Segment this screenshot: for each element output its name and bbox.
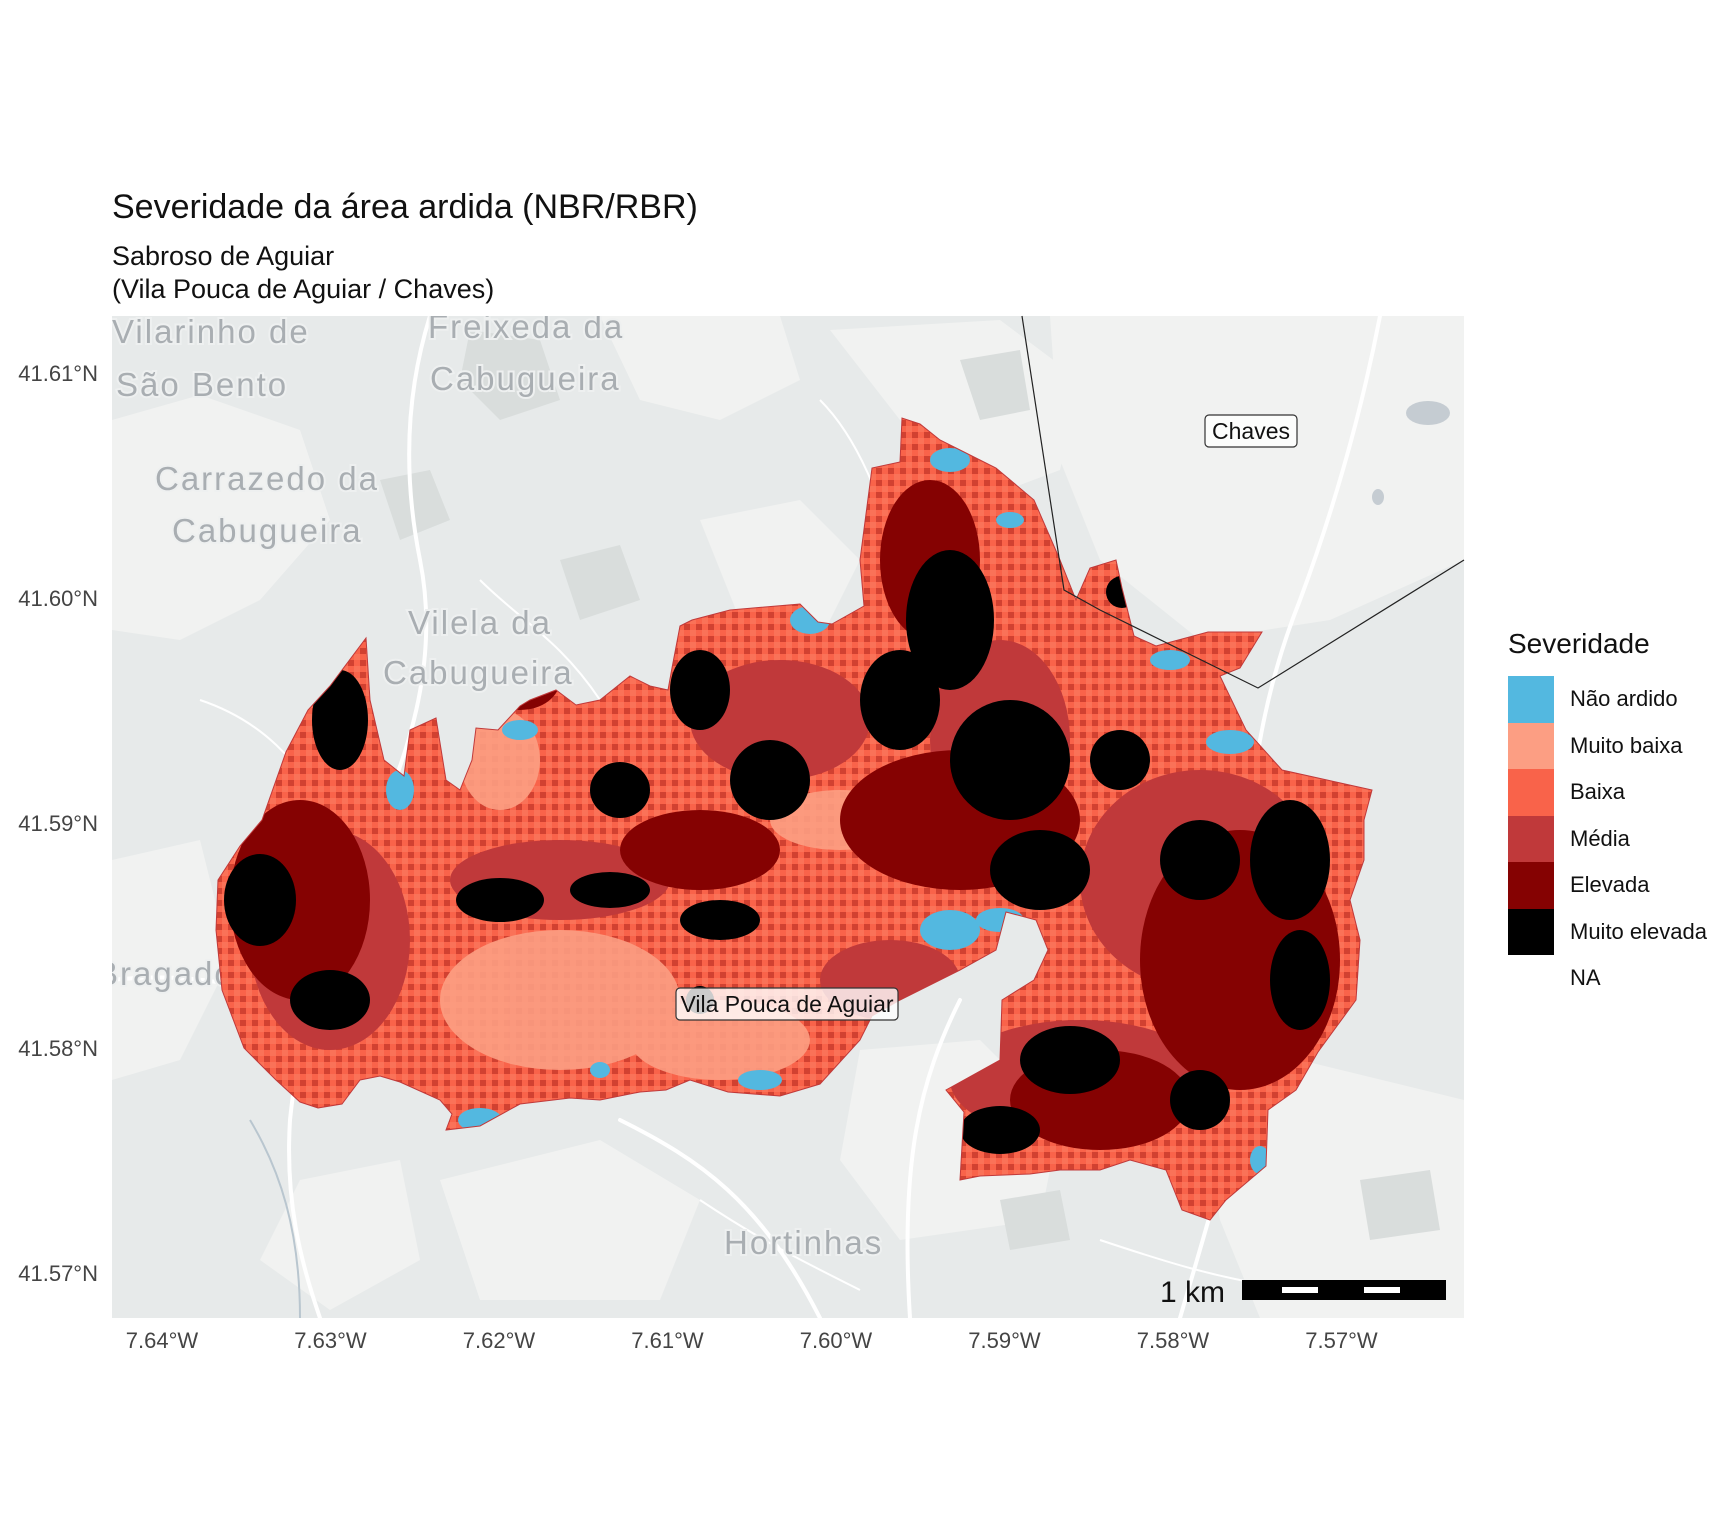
legend-label: Elevada [1570, 872, 1650, 898]
legend-label: Muito elevada [1570, 918, 1707, 944]
burn-severity-raster [215, 417, 1373, 1221]
place-vilarinho-line-2: São Bento [116, 366, 288, 403]
place-carrazedo-line-1: Carrazedo da [155, 460, 379, 497]
legend-item: NA [1508, 955, 1707, 1002]
legend-label: Não ardido [1570, 686, 1678, 712]
legend-item: Muito elevada [1508, 908, 1707, 955]
x-tick-label: 7.60°W [800, 1328, 873, 1353]
scale-bar-label: 1 km [1160, 1276, 1225, 1309]
legend-swatch [1508, 955, 1554, 1002]
place-bragado: Bragado [96, 955, 235, 992]
y-tick-label: 41.59°N [18, 811, 98, 836]
legend-swatch [1508, 769, 1554, 816]
legend-swatch [1508, 676, 1554, 723]
subtitle-line-1: Sabroso de Aguiar [112, 241, 335, 271]
legend-items: Não ardido Muito baixa Baixa Média Elevada Mu… [1508, 676, 1707, 1002]
x-tick-label: 7.63°W [294, 1328, 367, 1353]
legend-item: Média [1508, 815, 1707, 862]
place-vilarinho-de-sao-bento: Vilarinho de São Bento [112, 313, 310, 403]
subtitle-line-2: (Vila Pouca de Aguiar / Chaves) [112, 274, 495, 304]
place-vilela-line-2: Cabugueira [383, 654, 574, 691]
municipality-boundary-line [1021, 315, 1465, 689]
legend-label: Baixa [1570, 779, 1626, 805]
place-vilela-line-1: Vilela da [408, 604, 552, 641]
place-carrazedo-line-2: Cabugueira [172, 512, 363, 549]
y-tick-label: 41.61°N [18, 361, 98, 386]
scale-bar: 1 km [1160, 1276, 1446, 1309]
map-title: Severidade da área ardida (NBR/RBR) [112, 188, 698, 226]
legend-item: Elevada [1508, 862, 1707, 909]
svg-text:Vila Pouca de Aguiar: Vila Pouca de Aguiar [680, 991, 893, 1017]
x-tick-label: 7.62°W [463, 1328, 536, 1353]
legend-item: Muito baixa [1508, 722, 1707, 769]
place-vilela-da-cabugueira: Vilela da Cabugueira [383, 604, 574, 691]
x-tick-label: 7.57°W [1305, 1328, 1378, 1353]
municipality-label-chaves: Chaves [1204, 414, 1298, 448]
y-tick-label: 41.57°N [18, 1261, 98, 1286]
place-hortinhas: Hortinhas [724, 1224, 883, 1261]
x-tick-label: 7.61°W [631, 1328, 704, 1353]
legend-item: Não ardido [1508, 676, 1707, 723]
y-axis-labels: 41.61°N 41.60°N 41.59°N 41.58°N 41.57°N [18, 361, 98, 1286]
svg-text:Chaves: Chaves [1212, 418, 1290, 444]
legend-item: Baixa [1508, 769, 1707, 816]
place-vilarinho-line-1: Vilarinho de [112, 313, 310, 350]
legend-label: Média [1570, 825, 1630, 851]
basemap-place-labels: Vilarinho de São Bento Freixeda da Cabugue… [96, 308, 883, 1263]
place-freixeda-line-1: Freixeda da [428, 308, 624, 345]
legend-swatch [1508, 908, 1554, 955]
x-tick-label: 7.58°W [1137, 1328, 1210, 1353]
legend-swatch [1508, 862, 1554, 909]
legend-label: Muito baixa [1570, 732, 1683, 758]
map-subtitle: Sabroso de Aguiar (Vila Pouca de Aguiar … [112, 240, 494, 306]
legend-label: NA [1570, 965, 1601, 991]
municipality-label-vila-pouca: Vila Pouca de Aguiar [675, 987, 899, 1021]
place-carrazedo-da-cabugueira: Carrazedo da Cabugueira [155, 460, 379, 549]
x-axis-labels: 7.64°W 7.63°W 7.62°W 7.61°W 7.60°W 7.59°W 7.58… [126, 1328, 1378, 1353]
x-tick-label: 7.64°W [126, 1328, 199, 1353]
legend: Severidade Não ardido Muito baixa Baixa Méd… [1508, 628, 1707, 1002]
legend-swatch [1508, 722, 1554, 769]
y-tick-label: 41.60°N [18, 586, 98, 611]
legend-swatch [1508, 815, 1554, 862]
y-tick-label: 41.58°N [18, 1036, 98, 1061]
x-tick-label: 7.59°W [968, 1328, 1041, 1353]
legend-title: Severidade [1508, 628, 1650, 659]
place-freixeda-line-2: Cabugueira [430, 360, 621, 397]
place-freixeda-da-cabugueira: Freixeda da Cabugueira [428, 308, 624, 397]
